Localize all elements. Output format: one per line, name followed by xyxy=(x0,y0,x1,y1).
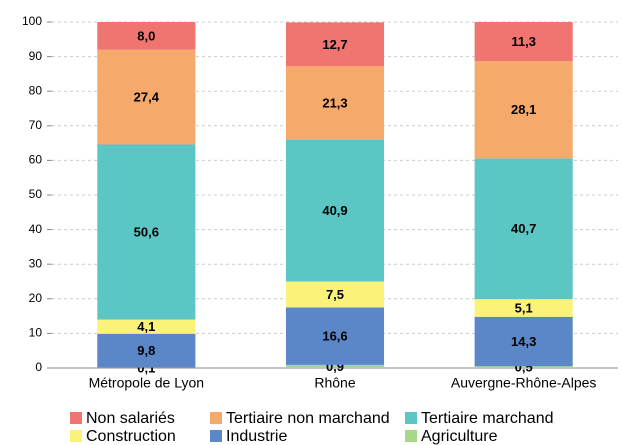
value-label: 16,6 xyxy=(322,329,347,344)
y-tick-label: 70 xyxy=(29,118,43,132)
value-label: 9,8 xyxy=(137,343,155,358)
bar-segment xyxy=(474,316,573,367)
legend-swatch xyxy=(70,412,82,424)
bar-segment xyxy=(97,319,196,334)
value-label: 28,1 xyxy=(511,102,536,117)
y-tick-label: 90 xyxy=(29,49,43,63)
value-label: 50,6 xyxy=(134,224,159,239)
legend-swatch xyxy=(405,412,417,424)
value-label: 14,3 xyxy=(511,334,536,349)
y-tick-label: 40 xyxy=(29,222,43,236)
bar-segment xyxy=(285,281,385,308)
legend-label: Tertiaire marchand xyxy=(421,410,554,427)
value-label: 40,9 xyxy=(322,203,347,218)
y-tick-label: 60 xyxy=(29,153,43,167)
bar-segment xyxy=(97,49,196,145)
bar-segment xyxy=(97,144,196,320)
value-label: 7,5 xyxy=(326,287,344,302)
y-tick-label: 10 xyxy=(29,326,43,340)
x-tick-label: Métropole de Lyon xyxy=(89,375,204,391)
bar-segment xyxy=(474,299,573,317)
y-tick-label: 100 xyxy=(22,14,42,28)
bar-segment xyxy=(97,22,196,50)
x-tick-label: Auvergne-Rhône-Alpes xyxy=(451,375,597,391)
value-label: 27,4 xyxy=(134,90,160,105)
y-tick-label: 50 xyxy=(29,187,43,201)
value-label: 12,7 xyxy=(322,37,347,52)
value-label: 4,1 xyxy=(137,319,155,334)
legend-swatch xyxy=(210,412,222,424)
value-label: 11,3 xyxy=(511,34,536,49)
bar-segment xyxy=(285,139,385,282)
legend-swatch xyxy=(405,430,417,442)
bar-segment xyxy=(285,66,385,140)
bar-segment xyxy=(474,366,573,368)
legend-label: Tertiaire non marchand xyxy=(226,410,390,427)
bar-segment xyxy=(474,61,573,159)
y-tick-label: 20 xyxy=(29,291,43,305)
y-tick-label: 0 xyxy=(35,360,42,374)
value-label: 8,0 xyxy=(137,28,155,43)
legend-label: Industrie xyxy=(226,428,287,445)
bar-segment xyxy=(474,22,573,62)
x-tick-label: Rhône xyxy=(314,375,355,391)
legend-label: Non salariés xyxy=(86,410,175,427)
bar-segment xyxy=(285,22,385,67)
y-tick-label: 80 xyxy=(29,83,43,97)
y-tick-label: 30 xyxy=(29,256,43,270)
bar-segment xyxy=(474,158,573,300)
legend-label: Agriculture xyxy=(421,428,498,445)
bar-segment xyxy=(97,333,196,368)
legend-swatch xyxy=(70,430,82,442)
value-label: 5,1 xyxy=(515,300,533,315)
value-label: 40,7 xyxy=(511,221,536,236)
legend-label: Construction xyxy=(86,428,176,445)
bar-segment xyxy=(285,364,385,368)
legend-swatch xyxy=(210,430,222,442)
bar-segment xyxy=(285,307,385,365)
value-label: 21,3 xyxy=(322,96,347,111)
